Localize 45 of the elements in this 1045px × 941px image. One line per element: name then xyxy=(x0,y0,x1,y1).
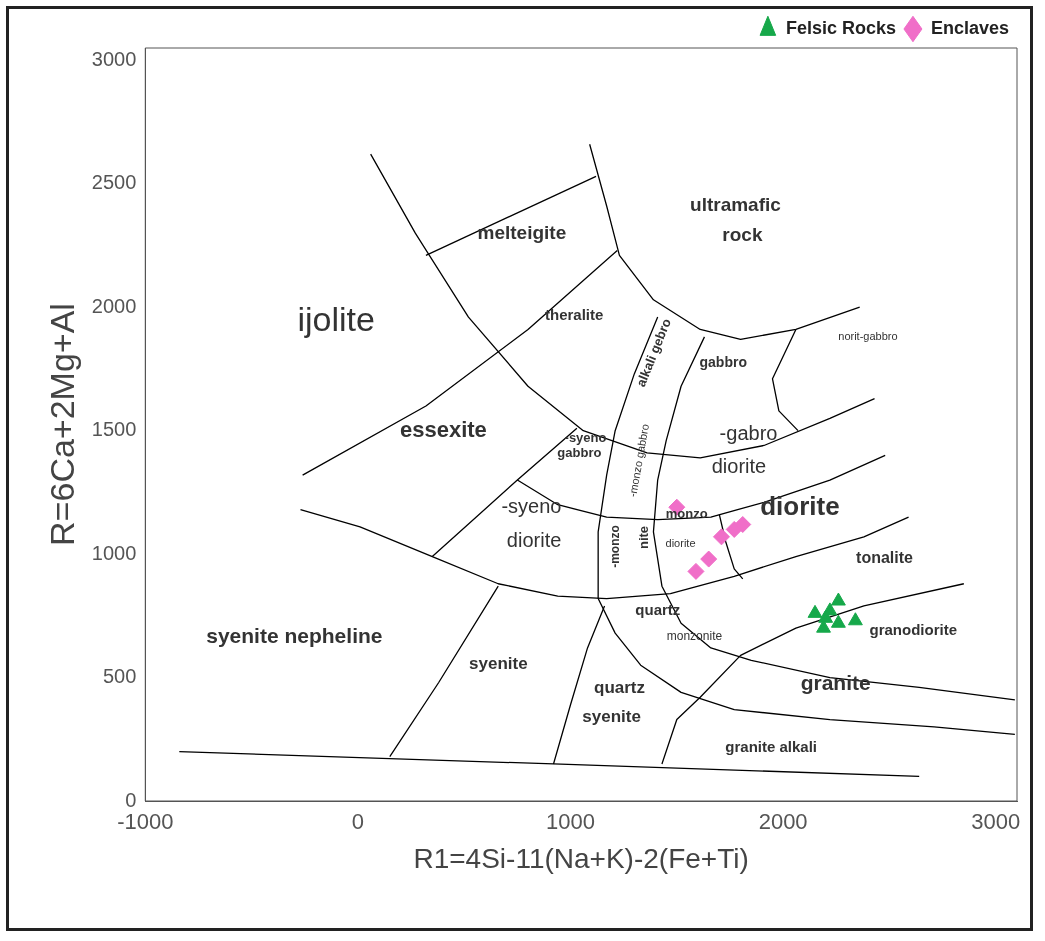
y-tick-label: 500 xyxy=(102,665,137,688)
y-tick-label: 3000 xyxy=(91,47,137,70)
annotation: -monzo gabbro xyxy=(626,423,651,498)
x-tick-label: 0 xyxy=(351,809,365,835)
annotation: monzo xyxy=(665,505,708,521)
annotation: diorite xyxy=(711,454,767,477)
annotation: ultramafic xyxy=(690,193,782,215)
annotation: melteigite xyxy=(477,222,567,244)
annotation: granite alkali xyxy=(725,738,818,756)
x-tick-label: -1000 xyxy=(117,809,174,835)
annotation: -syeno xyxy=(564,429,607,445)
annotation: diorite xyxy=(506,529,562,552)
annotation: syenite xyxy=(582,707,641,727)
annotation: tonalite xyxy=(856,548,914,566)
annotation: quartz xyxy=(594,677,645,697)
x-tick-label: 3000 xyxy=(971,809,1021,835)
annotation: norit-gabbro xyxy=(838,330,898,343)
legend-label: Felsic Rocks xyxy=(785,17,896,38)
annotation: essexite xyxy=(399,416,487,442)
annotation: syenite xyxy=(469,653,528,673)
annotation: rock xyxy=(722,223,763,245)
annotation: -gabro xyxy=(719,421,778,444)
annotation: alkali gebro xyxy=(633,316,675,389)
y-tick-label: 1500 xyxy=(91,418,137,441)
annotation: gabbro xyxy=(557,445,602,461)
annotation: -syeno xyxy=(501,494,562,517)
x-tick-label: 2000 xyxy=(758,809,808,835)
annotation: -monzo xyxy=(608,525,623,568)
annotation: syenite nepheline xyxy=(206,623,383,647)
annotation: diorite xyxy=(665,537,696,550)
y-tick-label: 2500 xyxy=(91,171,137,194)
annotation: gabbro xyxy=(699,353,747,370)
annotation: granite xyxy=(800,671,871,695)
y-tick-label: 0 xyxy=(125,788,137,811)
y-tick-label: 2000 xyxy=(91,294,137,317)
annotation: nite xyxy=(636,525,652,550)
x-tick-label: 1000 xyxy=(546,809,595,835)
x-axis-title: R1=4Si-11(Na+K)-2(Fe+Ti) xyxy=(413,842,749,874)
legend-label: Enclaves xyxy=(930,17,1010,38)
annotation: granodiorite xyxy=(869,620,958,638)
y-tick-label: 1000 xyxy=(91,541,137,564)
annotation: ijolite xyxy=(297,300,375,339)
annotation: diorite xyxy=(760,490,840,521)
annotation: theralite xyxy=(544,306,604,324)
y-axis-title: R=6Ca+2Mg+Al xyxy=(42,303,81,546)
